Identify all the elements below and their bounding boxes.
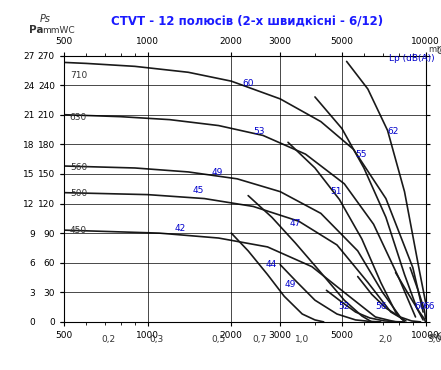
Text: m³/h: m³/h xyxy=(428,45,441,54)
Text: 55: 55 xyxy=(355,150,367,159)
Text: 0,3: 0,3 xyxy=(150,335,164,344)
Text: 2,0: 2,0 xyxy=(379,335,393,344)
Text: 500: 500 xyxy=(70,189,87,198)
Text: 450: 450 xyxy=(70,226,87,235)
Text: 42: 42 xyxy=(175,224,186,233)
Text: 49: 49 xyxy=(284,280,295,289)
Text: Lp (dB(A)): Lp (dB(A)) xyxy=(389,54,434,63)
Text: 62: 62 xyxy=(388,127,399,136)
Text: 1,0: 1,0 xyxy=(295,335,310,344)
Text: 0,7: 0,7 xyxy=(252,335,266,344)
Text: 60: 60 xyxy=(414,302,426,310)
Text: Q: Q xyxy=(437,46,441,56)
Text: 630: 630 xyxy=(70,113,87,122)
Text: 710: 710 xyxy=(70,71,87,80)
Text: 53: 53 xyxy=(253,127,265,136)
Text: 560: 560 xyxy=(70,164,87,172)
Text: 49: 49 xyxy=(212,168,223,177)
Text: 56: 56 xyxy=(375,302,387,310)
Text: 3,0: 3,0 xyxy=(428,335,441,344)
Text: Pa: Pa xyxy=(29,25,43,35)
Text: CTVT - 12 полюсів (2-х швидкісні - 6/12): CTVT - 12 полюсів (2-х швидкісні - 6/12) xyxy=(111,15,383,28)
Text: Q: Q xyxy=(437,332,441,342)
Text: 0,5: 0,5 xyxy=(211,335,226,344)
Text: Ps: Ps xyxy=(40,14,51,24)
Text: 60: 60 xyxy=(243,79,254,88)
Text: m³/s: m³/s xyxy=(428,331,441,340)
Text: 52: 52 xyxy=(338,302,350,310)
Text: 47: 47 xyxy=(290,219,301,228)
Text: 44: 44 xyxy=(265,260,277,269)
Text: 0,2: 0,2 xyxy=(101,335,115,344)
Text: 45: 45 xyxy=(192,186,204,195)
Text: mmWC: mmWC xyxy=(42,26,75,35)
Text: 51: 51 xyxy=(330,187,342,196)
Text: 66: 66 xyxy=(424,302,435,310)
